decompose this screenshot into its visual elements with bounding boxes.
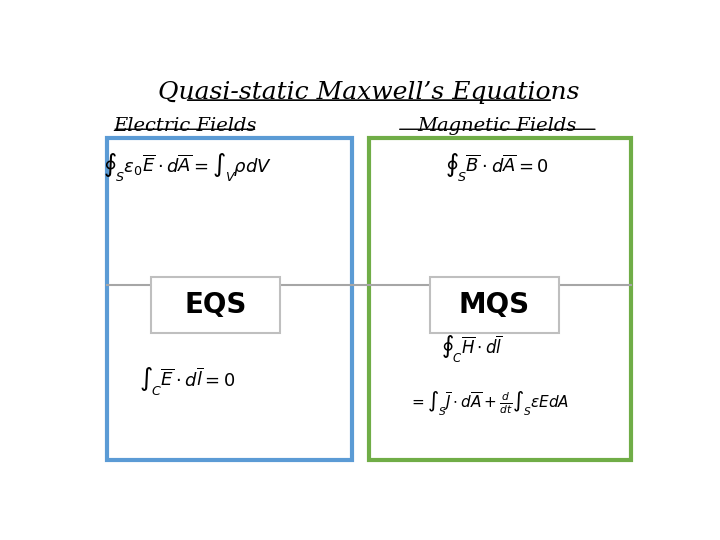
FancyBboxPatch shape: [431, 277, 559, 333]
Text: Magnetic Fields: Magnetic Fields: [418, 117, 577, 135]
Text: $\oint_C \overline{H} \cdot d\overline{l}$: $\oint_C \overline{H} \cdot d\overline{l…: [441, 334, 503, 365]
FancyBboxPatch shape: [369, 138, 631, 460]
Text: $\int_C \overline{E} \cdot d\overline{l} = 0$: $\int_C \overline{E} \cdot d\overline{l}…: [140, 365, 236, 397]
Text: $\oint_S \epsilon_0 \overline{E} \cdot d\overline{A} = \int_V \rho dV$: $\oint_S \epsilon_0 \overline{E} \cdot d…: [103, 151, 272, 183]
Text: MQS: MQS: [459, 291, 530, 319]
Text: EQS: EQS: [184, 291, 247, 319]
Text: Electric Fields: Electric Fields: [113, 117, 256, 135]
FancyBboxPatch shape: [151, 277, 280, 333]
Text: $= \int_S \overline{J} \cdot d\overline{A} + \frac{d}{dt} \int_S \epsilon E dA$: $= \int_S \overline{J} \cdot d\overline{…: [409, 389, 569, 418]
Text: $\oint_S \overline{B} \cdot d\overline{A} = 0$: $\oint_S \overline{B} \cdot d\overline{A…: [446, 151, 549, 183]
FancyBboxPatch shape: [107, 138, 352, 460]
Text: Quasi-static Maxwell’s Equations: Quasi-static Maxwell’s Equations: [158, 82, 580, 104]
